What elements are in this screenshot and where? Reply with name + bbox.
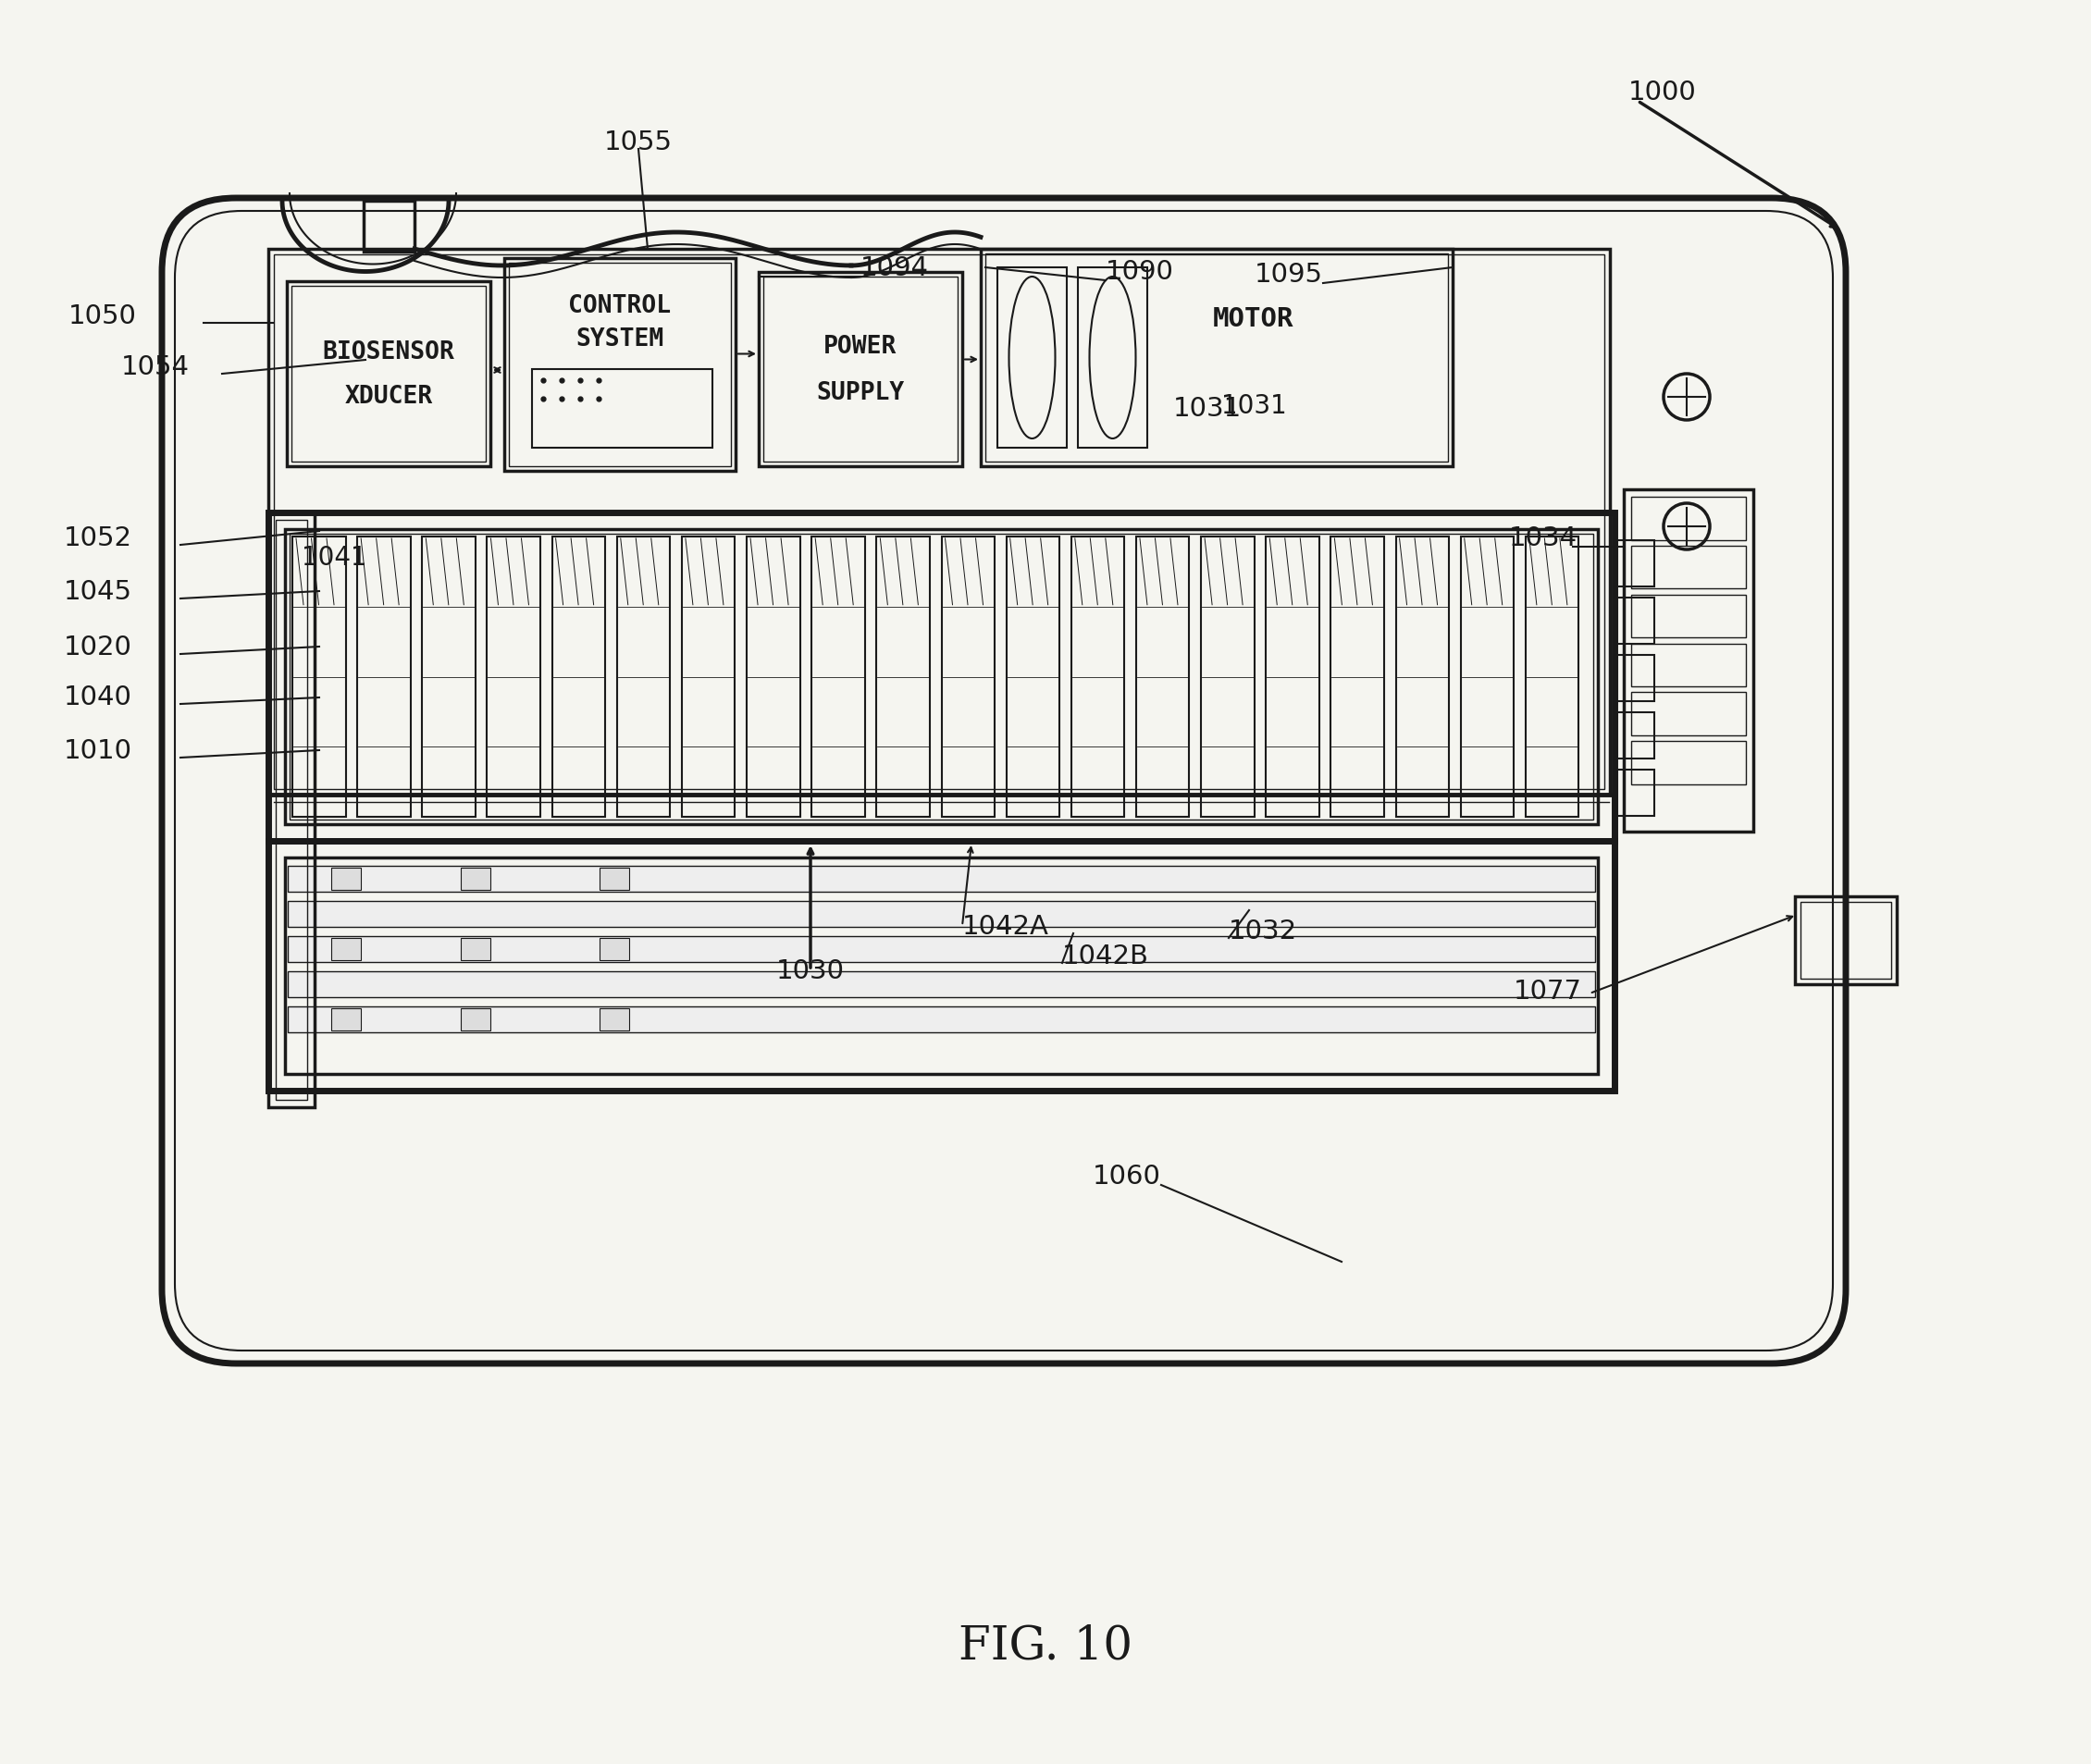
Bar: [286, 282, 491, 467]
Bar: [504, 259, 736, 471]
Text: 1040: 1040: [65, 684, 132, 711]
Bar: [763, 277, 958, 462]
Bar: [600, 938, 629, 961]
Bar: [746, 538, 801, 817]
Bar: [268, 841, 1614, 1090]
Text: 1034: 1034: [1510, 526, 1577, 550]
Text: 1000: 1000: [1629, 79, 1696, 106]
Bar: [289, 534, 1593, 820]
Bar: [460, 938, 491, 961]
Bar: [508, 263, 732, 467]
Bar: [981, 250, 1453, 467]
Bar: [1616, 771, 1654, 817]
Bar: [1616, 598, 1654, 644]
Bar: [531, 369, 713, 448]
Text: 1045: 1045: [65, 579, 132, 605]
Bar: [1794, 896, 1897, 984]
Bar: [289, 866, 1595, 893]
Text: 1031: 1031: [1221, 393, 1286, 420]
Bar: [1397, 538, 1449, 817]
Text: CONTROL: CONTROL: [569, 293, 671, 318]
Bar: [1071, 538, 1125, 817]
Bar: [997, 268, 1066, 448]
Bar: [289, 1007, 1595, 1034]
Bar: [759, 273, 962, 467]
Bar: [268, 513, 314, 1108]
Bar: [682, 538, 736, 817]
Bar: [284, 857, 1598, 1074]
Bar: [364, 201, 414, 252]
Bar: [268, 513, 1614, 841]
Bar: [293, 538, 345, 817]
Bar: [289, 972, 1595, 998]
Bar: [268, 250, 1610, 796]
Text: FIG. 10: FIG. 10: [958, 1623, 1133, 1669]
Bar: [274, 256, 1604, 790]
Bar: [811, 538, 866, 817]
Bar: [1800, 903, 1890, 979]
Bar: [1006, 538, 1060, 817]
Text: 1042B: 1042B: [1062, 944, 1150, 968]
Bar: [1631, 497, 1746, 540]
Bar: [330, 868, 362, 891]
Bar: [1135, 538, 1190, 817]
Bar: [985, 254, 1447, 462]
Bar: [291, 286, 485, 462]
Bar: [1616, 713, 1654, 759]
Bar: [1631, 594, 1746, 639]
Bar: [1616, 542, 1654, 587]
Bar: [289, 937, 1595, 963]
Bar: [330, 938, 362, 961]
Text: 1094: 1094: [861, 256, 928, 280]
Text: 1060: 1060: [1094, 1162, 1161, 1189]
Text: MOTOR: MOTOR: [1213, 307, 1294, 332]
Bar: [941, 538, 995, 817]
Bar: [1077, 268, 1148, 448]
Bar: [552, 538, 604, 817]
Text: 1020: 1020: [65, 635, 132, 660]
Bar: [1526, 538, 1579, 817]
Text: POWER: POWER: [824, 335, 897, 358]
Bar: [1462, 538, 1514, 817]
Text: XDUCER: XDUCER: [345, 385, 433, 409]
Text: 1032: 1032: [1230, 917, 1296, 944]
Bar: [1265, 538, 1319, 817]
Text: 1010: 1010: [65, 737, 132, 764]
Text: 1042A: 1042A: [962, 914, 1050, 938]
Bar: [600, 868, 629, 891]
Text: 1055: 1055: [604, 129, 673, 155]
Bar: [1631, 547, 1746, 589]
Bar: [460, 1009, 491, 1030]
Text: 1077: 1077: [1514, 979, 1583, 1004]
Bar: [422, 538, 475, 817]
Bar: [1625, 490, 1752, 833]
Bar: [600, 1009, 629, 1030]
Bar: [1200, 538, 1255, 817]
Bar: [358, 538, 410, 817]
Text: 1041: 1041: [301, 545, 366, 570]
Text: 1054: 1054: [121, 355, 190, 379]
Bar: [617, 538, 669, 817]
Bar: [1631, 741, 1746, 785]
Bar: [1631, 644, 1746, 686]
Bar: [460, 868, 491, 891]
Bar: [1616, 656, 1654, 702]
Bar: [876, 538, 930, 817]
Text: 1031: 1031: [1173, 395, 1242, 422]
Bar: [289, 901, 1595, 928]
Bar: [487, 538, 539, 817]
Bar: [1631, 693, 1746, 736]
Text: 1052: 1052: [65, 526, 132, 550]
Text: SYSTEM: SYSTEM: [575, 328, 665, 351]
Text: BIOSENSOR: BIOSENSOR: [322, 340, 454, 363]
Bar: [276, 520, 307, 1101]
Bar: [1330, 538, 1384, 817]
Bar: [284, 529, 1598, 826]
Text: 1050: 1050: [69, 303, 136, 330]
Bar: [330, 1009, 362, 1030]
Text: 1095: 1095: [1255, 261, 1324, 288]
Text: SUPPLY: SUPPLY: [815, 381, 905, 406]
Text: 1030: 1030: [776, 958, 845, 984]
Text: 1090: 1090: [1106, 259, 1173, 284]
